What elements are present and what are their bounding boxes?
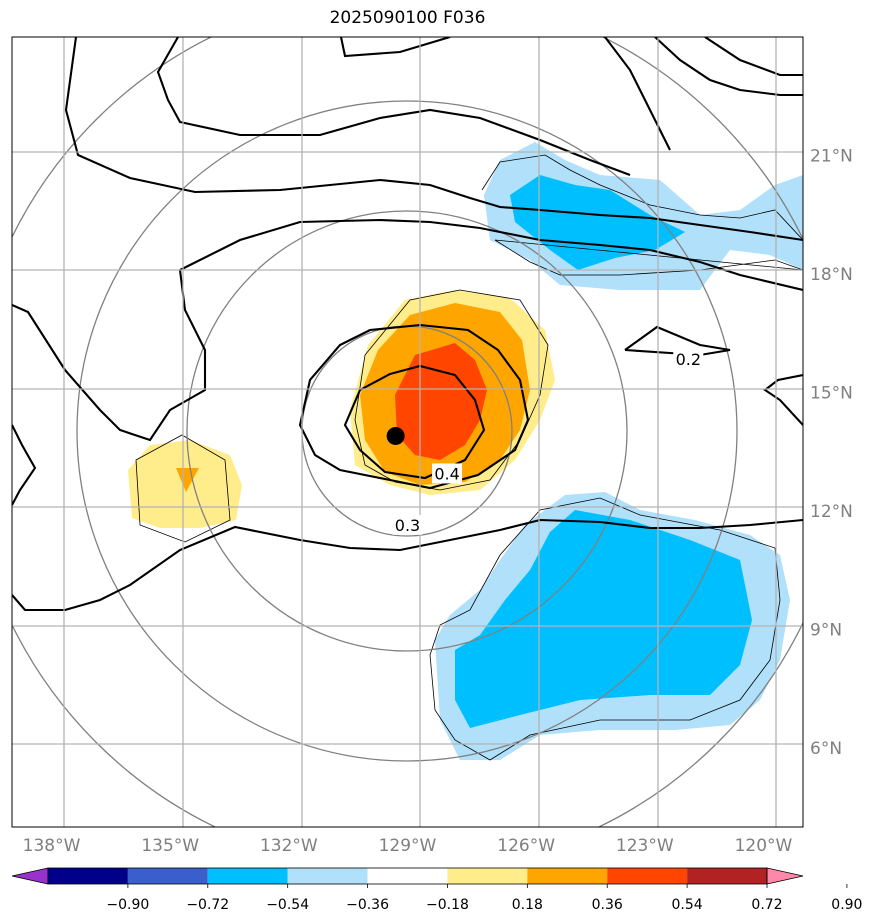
colorbar-label-8: 0.72 [751, 897, 782, 913]
colorbar-swatch-5 [447, 868, 528, 884]
contour-label-0: 0.2 [676, 350, 701, 369]
latitude-labels: 21°N 18°N 15°N 12°N 9°N 6°N [810, 147, 853, 760]
storm-center-marker[interactable] [386, 426, 405, 445]
colorbar-label-5: 0.18 [512, 897, 543, 913]
map-frame [11, 36, 804, 828]
lon-label-0: 138°W [23, 836, 81, 856]
colorbar-label-6: 0.36 [592, 897, 623, 913]
lon-label-5: 123°W [616, 836, 674, 856]
colorbar-swatch-4 [367, 868, 448, 884]
graticule [12, 37, 803, 827]
colorbar-frame [47, 867, 768, 885]
contour-label-1: 0.4 [434, 464, 459, 483]
colorbar-label-2: −0.54 [266, 897, 309, 913]
colorbar-extend-low [11, 867, 49, 885]
longitude-labels: 138°W 135°W 132°W 129°W 126°W 123°W 120°W [23, 836, 793, 856]
lon-label-1: 135°W [141, 836, 199, 856]
lat-label-1: 18°N [810, 265, 853, 285]
negative-anomaly-north [484, 142, 803, 290]
map-title: 2025090100 F036 [329, 8, 486, 28]
colorbar-label-1: −0.72 [186, 897, 229, 913]
lon-label-3: 129°W [379, 836, 437, 856]
colorbar: −0.90 −0.72 −0.54 −0.36 −0.18 0.18 0.36 0.54 0.7… [11, 867, 862, 913]
colorbar-label-7: 0.54 [672, 897, 703, 913]
colorbar-label-0: −0.90 [106, 897, 149, 913]
lon-label-6: 120°W [735, 836, 793, 856]
colorbar-swatch-8 [687, 868, 767, 884]
contour-label-bg-2 [392, 514, 423, 535]
lon-label-4: 126°W [497, 836, 555, 856]
thin-contours [135, 154, 803, 761]
contour-label-bg-1 [432, 463, 463, 484]
colorbar-label-4: −0.18 [426, 897, 469, 913]
colorbar-label-9: 0.90 [831, 897, 862, 913]
positive-anomaly-core [350, 290, 555, 495]
thick-contours [12, 37, 803, 612]
contour-label-2: 0.3 [395, 516, 420, 535]
map-area: 0.2 0.4 0.3 [12, 37, 803, 827]
lat-label-5: 6°N [810, 739, 842, 759]
colorbar-swatch-0 [48, 868, 128, 884]
contour-label-bg-0 [673, 348, 704, 369]
colorbar-swatch-1 [127, 868, 208, 884]
colorbar-swatch-2 [207, 868, 288, 884]
colorbar-label-3: −0.36 [346, 897, 389, 913]
contour-labels: 0.2 0.4 0.3 [392, 348, 704, 535]
lat-label-0: 21°N [810, 147, 853, 167]
colorbar-extend-high [766, 867, 804, 885]
positive-anomaly-west [128, 440, 242, 528]
colorbar-swatch-3 [287, 868, 368, 884]
lat-label-3: 12°N [810, 502, 853, 522]
colorbar-swatch-6 [527, 868, 608, 884]
lat-label-4: 9°N [810, 621, 842, 641]
lon-label-2: 132°W [260, 836, 318, 856]
colorbar-swatch-7 [607, 868, 688, 884]
lat-label-2: 15°N [810, 384, 853, 404]
